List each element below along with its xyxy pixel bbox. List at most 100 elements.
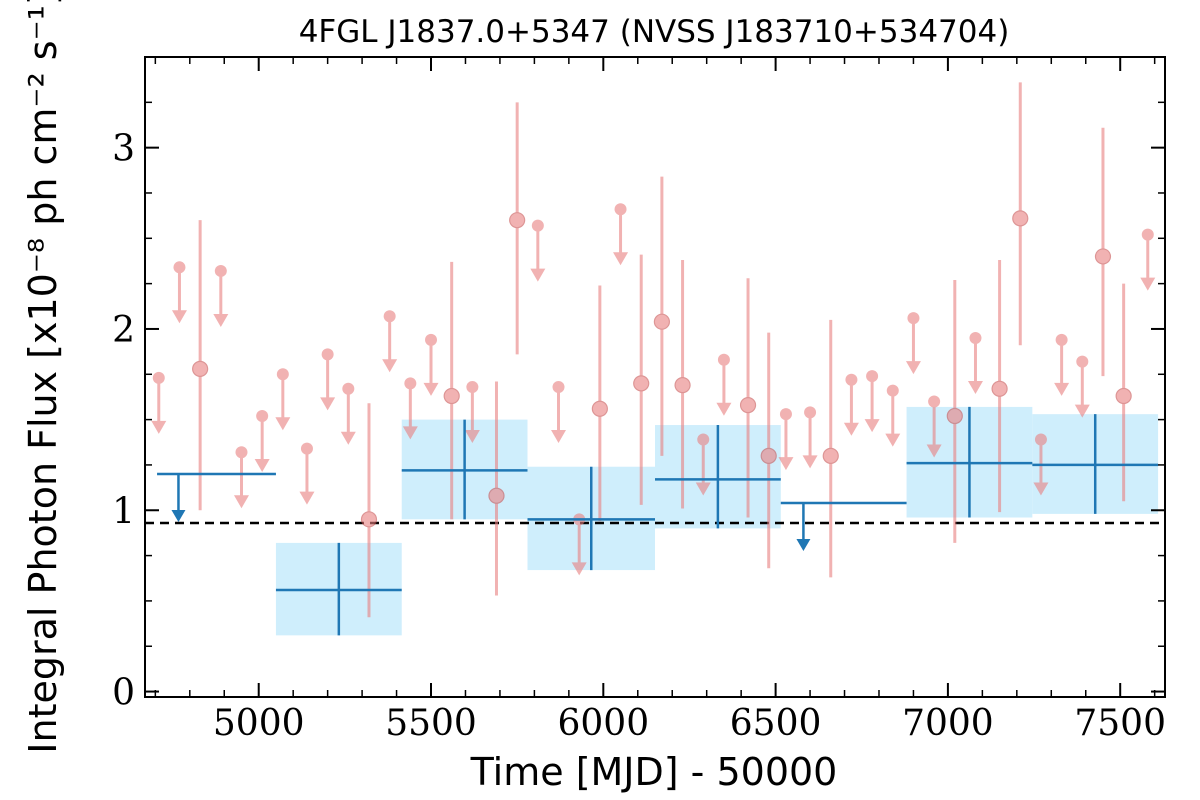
short-bin-point bbox=[695, 433, 711, 496]
data-point bbox=[1115, 387, 1132, 405]
data-point bbox=[360, 511, 378, 528]
upper-limit-marker bbox=[214, 264, 227, 277]
short-bin-point bbox=[716, 353, 732, 416]
long-bin-point bbox=[906, 406, 1033, 518]
upper-limit-arrow bbox=[275, 417, 291, 431]
short-bin-point bbox=[551, 380, 567, 443]
short-bin-point bbox=[233, 446, 249, 509]
upper-limit-arrow bbox=[382, 359, 398, 373]
upper-limit-marker bbox=[300, 442, 313, 455]
upper-limit-arrow bbox=[885, 433, 901, 447]
data-point bbox=[443, 387, 460, 405]
upper-limit-marker bbox=[383, 310, 396, 323]
x-tick-label: 6500 bbox=[730, 703, 822, 744]
upper-limit-marker bbox=[1034, 433, 1047, 446]
short-bin-point bbox=[254, 409, 270, 472]
upper-limit-marker bbox=[466, 380, 479, 393]
upper-limit-arrow bbox=[613, 252, 629, 266]
data-point bbox=[1094, 248, 1112, 265]
upper-limit-arrow bbox=[802, 455, 818, 469]
upper-limit-arrow bbox=[571, 562, 587, 576]
long-bin-point bbox=[780, 501, 907, 552]
upper-limit-marker bbox=[845, 373, 858, 386]
upper-limit-marker bbox=[425, 333, 438, 346]
short-bin-point bbox=[991, 260, 1008, 513]
upper-limit-arrow bbox=[254, 458, 270, 472]
short-bin-point bbox=[778, 408, 794, 471]
short-bin-point bbox=[739, 278, 757, 518]
upper-limit-marker bbox=[697, 433, 710, 446]
upper-limit-marker bbox=[886, 384, 899, 397]
x-tick-label: 5000 bbox=[213, 703, 305, 744]
upper-limit-marker bbox=[779, 408, 792, 421]
y-axis-label: Integral Photon Flux [x10⁻⁸ ph cm⁻² s⁻¹] bbox=[21, 0, 65, 754]
upper-limit-arrow bbox=[864, 419, 880, 433]
data-point bbox=[509, 212, 526, 229]
short-bin-point bbox=[299, 442, 315, 505]
short-bin-point bbox=[151, 371, 167, 434]
upper-limit-marker bbox=[804, 406, 817, 419]
upper-limit-arrow bbox=[796, 539, 811, 552]
upper-limit-marker bbox=[173, 261, 186, 274]
data-point bbox=[739, 397, 757, 414]
upper-limit-marker bbox=[152, 371, 165, 384]
x-tick-label: 6000 bbox=[557, 703, 649, 744]
upper-limit-marker bbox=[235, 446, 248, 459]
short-bin-point bbox=[382, 310, 398, 373]
data-point bbox=[760, 447, 777, 464]
upper-limit-arrow bbox=[843, 422, 859, 436]
short-bin-point bbox=[464, 380, 480, 443]
upper-limit-marker bbox=[614, 203, 627, 216]
short-bin-point bbox=[591, 285, 608, 522]
upper-limit-marker bbox=[969, 332, 982, 345]
short-bin-point bbox=[843, 373, 859, 436]
y-tick-label: 1 bbox=[112, 491, 135, 532]
short-bin-point bbox=[885, 384, 901, 447]
y-tick-label: 2 bbox=[112, 310, 135, 351]
x-tick-label: 7000 bbox=[902, 703, 994, 744]
chart-title: 4FGL J1837.0+5347 (NVSS J183710+534704) bbox=[299, 14, 1010, 50]
short-bin-point bbox=[530, 219, 546, 282]
short-bin-point bbox=[1012, 82, 1029, 346]
upper-limit-arrow bbox=[340, 431, 356, 445]
data-point bbox=[192, 360, 209, 377]
short-bin-point bbox=[864, 370, 880, 433]
long-bin-point bbox=[275, 542, 402, 636]
upper-limit-arrow bbox=[1033, 482, 1049, 496]
short-bin-point bbox=[275, 368, 291, 431]
short-bin-point bbox=[360, 403, 378, 618]
x-tick-label: 5500 bbox=[385, 703, 477, 744]
upper-limit-arrow bbox=[1074, 404, 1090, 418]
short-bin-point bbox=[1094, 127, 1112, 377]
upper-limit-arrow bbox=[716, 402, 732, 416]
upper-limit-arrow bbox=[551, 429, 567, 443]
upper-limit-arrow bbox=[926, 444, 942, 458]
short-bin-point bbox=[1033, 433, 1049, 496]
data-point bbox=[591, 400, 608, 417]
short-bin-point bbox=[213, 264, 229, 327]
data-point bbox=[991, 380, 1008, 397]
long-bin-points bbox=[157, 406, 1159, 636]
plot-frame bbox=[144, 56, 1166, 698]
upper-limit-arrow bbox=[233, 495, 249, 509]
upper-limit-arrow bbox=[967, 381, 983, 395]
short-bin-point bbox=[905, 312, 921, 375]
upper-limit-marker bbox=[1141, 228, 1154, 241]
short-bin-point bbox=[171, 261, 187, 324]
short-bin-point bbox=[443, 261, 460, 520]
axes: 5000 5500 6000 6500 7000 7500 0 1 2 3 bbox=[112, 56, 1166, 744]
upper-limit-marker bbox=[552, 380, 565, 393]
long-bin-point bbox=[527, 466, 655, 571]
short-bin-point bbox=[674, 260, 691, 509]
data-point bbox=[488, 487, 505, 504]
upper-limit-marker bbox=[404, 377, 417, 390]
upper-limit-marker bbox=[531, 219, 544, 232]
upper-limit-marker bbox=[256, 409, 269, 422]
upper-limit-marker bbox=[1055, 333, 1068, 346]
x-tick-label: 7500 bbox=[1074, 703, 1166, 744]
short-bin-point bbox=[340, 382, 356, 445]
upper-limit-arrow bbox=[402, 426, 418, 440]
data-point bbox=[674, 377, 691, 394]
short-bin-point bbox=[320, 348, 336, 411]
